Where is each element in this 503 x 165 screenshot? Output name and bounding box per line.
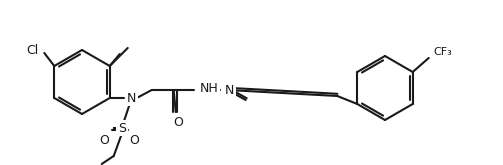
Text: S: S: [118, 121, 126, 134]
Text: CF₃: CF₃: [434, 47, 452, 57]
Text: N: N: [225, 83, 234, 97]
Text: O: O: [173, 115, 183, 129]
Text: O: O: [129, 133, 139, 147]
Text: O: O: [99, 133, 109, 147]
Text: N: N: [127, 92, 136, 104]
Text: Cl: Cl: [26, 44, 38, 56]
Text: NH: NH: [200, 82, 218, 95]
